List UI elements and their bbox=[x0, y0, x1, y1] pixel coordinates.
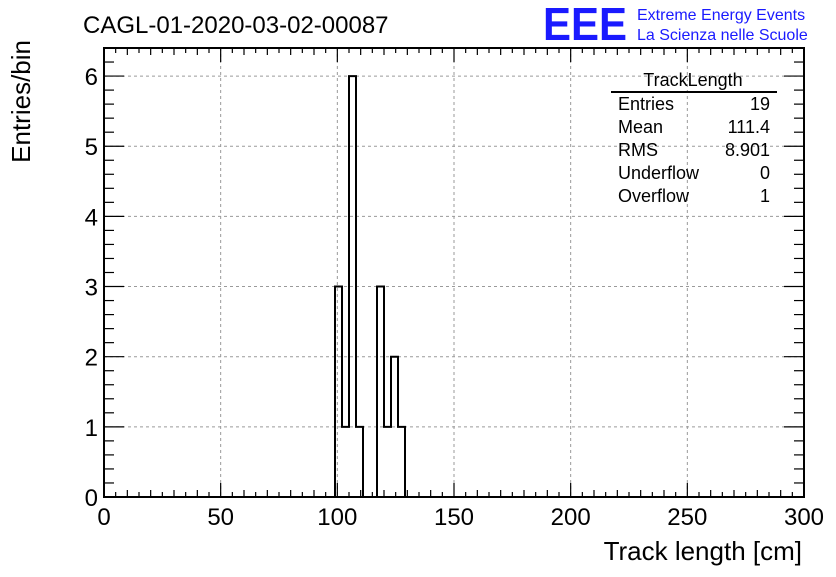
histogram-bars bbox=[334, 75, 406, 497]
y-tick-label: 1 bbox=[85, 415, 98, 442]
logo-line-2: La Scienza nelle Scuole bbox=[637, 27, 808, 44]
y-tick-label: 2 bbox=[85, 345, 98, 372]
stats-row-value: 111.4 bbox=[728, 117, 770, 137]
y-tick-label: 6 bbox=[85, 64, 98, 91]
logo-line-1: Extreme Energy Events bbox=[637, 7, 805, 24]
x-tick-label: 0 bbox=[97, 504, 110, 531]
x-tick-label: 150 bbox=[434, 504, 474, 531]
y-tick-label: 5 bbox=[85, 134, 98, 161]
x-tick-label: 200 bbox=[551, 504, 591, 531]
y-tick-label: 0 bbox=[85, 485, 98, 512]
stats-row-label: Underflow bbox=[618, 163, 700, 183]
histogram-bin bbox=[398, 427, 405, 497]
stats-row-label: Overflow bbox=[618, 186, 690, 206]
histogram-bin bbox=[356, 427, 363, 497]
stats-row-label: Entries bbox=[618, 94, 674, 114]
stats-row-value: 1 bbox=[760, 186, 770, 206]
y-axis-label: Entries/bin bbox=[6, 40, 36, 163]
histogram-outline bbox=[334, 75, 406, 497]
stats-row-value: 8.901 bbox=[725, 140, 770, 160]
stats-box-title: TrackLength bbox=[643, 70, 742, 90]
histogram-bin bbox=[377, 287, 384, 497]
tick-labels: 0 50 100 150 200 250 300 0 1 2 3 4 5 6 bbox=[85, 64, 824, 531]
stats-box: TrackLength Entries 19 Mean 111.4 RMS 8.901 Un… bbox=[611, 70, 777, 206]
eee-logo: EEE bbox=[543, 0, 627, 50]
stats-row-value: 19 bbox=[750, 94, 770, 114]
y-tick-label: 4 bbox=[85, 204, 98, 231]
histogram-bin bbox=[342, 427, 349, 497]
histogram-bin bbox=[384, 427, 391, 497]
stats-row-label: Mean bbox=[618, 117, 663, 137]
stats-row-label: RMS bbox=[618, 140, 658, 160]
histogram-bin bbox=[335, 287, 342, 497]
y-tick-label: 3 bbox=[85, 275, 98, 302]
stats-row-value: 0 bbox=[760, 163, 770, 183]
x-tick-label: 250 bbox=[667, 504, 707, 531]
stats-rows: Entries 19 Mean 111.4 RMS 8.901 Underflow 0 Over… bbox=[618, 94, 770, 206]
x-axis-label: Track length [cm] bbox=[604, 536, 802, 566]
x-tick-label: 50 bbox=[207, 504, 234, 531]
axis-ticks bbox=[103, 47, 805, 498]
run-title: CAGL-01-2020-03-02-00087 bbox=[83, 12, 389, 39]
x-tick-label: 100 bbox=[317, 504, 357, 531]
grid-lines bbox=[104, 48, 804, 497]
x-tick-label: 300 bbox=[784, 504, 824, 531]
